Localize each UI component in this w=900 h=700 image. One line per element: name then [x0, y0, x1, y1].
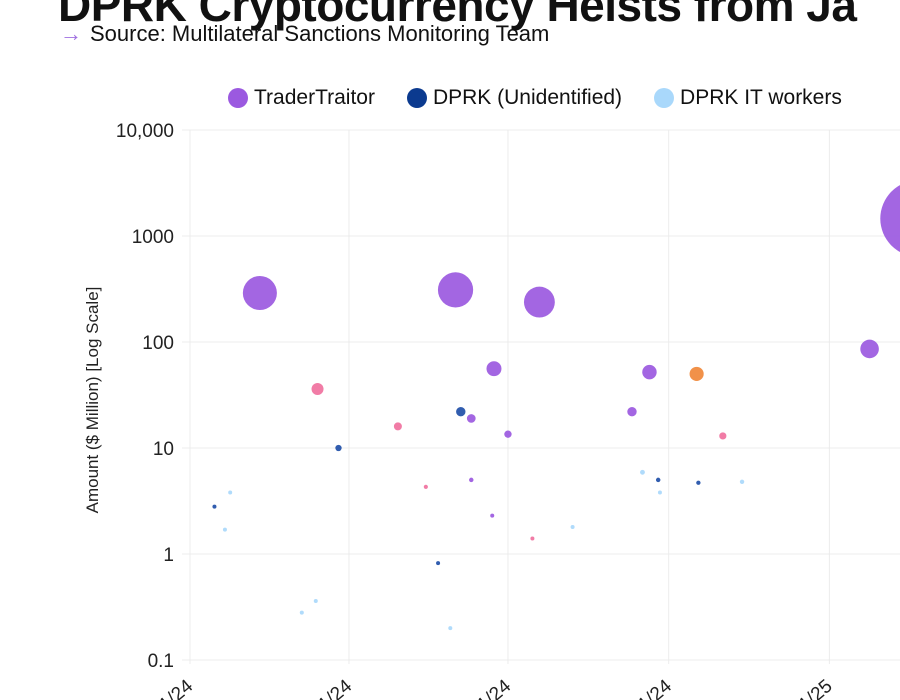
legend-label: TraderTraitor [254, 86, 375, 109]
y-tick-label: 10 [153, 439, 174, 460]
legend-swatch [406, 88, 427, 108]
data-point[interactable] [642, 364, 657, 380]
data-point[interactable] [242, 275, 277, 311]
y-tick-label: 1 [163, 545, 174, 566]
data-point[interactable] [299, 610, 304, 615]
data-point[interactable] [436, 561, 441, 566]
data-point[interactable] [423, 484, 428, 489]
data-point[interactable] [523, 286, 555, 318]
legend-label: DPRK IT workers [680, 86, 842, 109]
data-point[interactable] [719, 432, 727, 440]
data-point[interactable] [222, 527, 227, 532]
data-point[interactable] [627, 407, 637, 417]
y-tick-label: 10,000 [116, 121, 174, 142]
data-point[interactable] [313, 599, 318, 604]
data-point[interactable] [311, 383, 324, 396]
data-point[interactable] [456, 407, 466, 417]
data-point[interactable] [448, 626, 453, 631]
x-tick-label: 1/1/24 [143, 675, 197, 700]
y-axis-label: Amount ($ Million) [Log Scale] [83, 287, 102, 514]
legend-label: DPRK (Unidentified) [432, 86, 623, 109]
data-point[interactable] [490, 513, 495, 518]
y-tick-label: 1000 [132, 227, 174, 248]
legend-item-dprk-unidentified[interactable]: DPRK (Unidentified) [406, 86, 623, 110]
source-line: → Source: Multilateral Sanctions Monitori… [60, 21, 549, 47]
y-axis-ticks: 10,000 1000 100 10 1 0.1 [116, 121, 174, 672]
x-tick-label: 10/1/24 [614, 675, 676, 700]
data-point[interactable] [530, 536, 535, 541]
y-tick-label: 100 [142, 333, 174, 354]
data-point[interactable] [466, 414, 476, 423]
data-point[interactable] [860, 339, 879, 359]
x-tick-label: 1/1/25 [783, 676, 837, 700]
data-point[interactable] [469, 477, 474, 483]
arrow-right-icon: → [60, 21, 82, 46]
data-point[interactable] [335, 444, 342, 452]
legend-item-tradertraitor[interactable]: TraderTraitor [228, 86, 375, 110]
data-point[interactable] [696, 480, 701, 485]
data-point[interactable] [689, 366, 704, 381]
x-tick-label: 4/1/24 [302, 675, 356, 700]
data-point[interactable] [486, 361, 502, 377]
y-tick-label: 0.1 [148, 651, 174, 672]
data-point[interactable] [504, 430, 512, 438]
x-axis-ticks: 1/1/24 4/1/24 7/1/24 10/1/24 1/1/25 [143, 675, 836, 700]
data-point[interactable] [228, 490, 233, 495]
chart-legend: TraderTraitor DPRK (Unidentified) DPRK I… [228, 86, 842, 110]
data-point[interactable] [212, 504, 217, 509]
x-tick-label: 7/1/24 [461, 675, 515, 700]
legend-swatch [654, 88, 675, 108]
data-point[interactable] [655, 477, 661, 483]
data-point[interactable] [437, 272, 474, 308]
data-point[interactable] [640, 469, 645, 475]
data-point[interactable] [393, 422, 402, 431]
grid-lines [182, 129, 900, 664]
legend-item-dprk-it-workers[interactable]: DPRK IT workers [654, 86, 842, 110]
data-point[interactable] [880, 180, 900, 256]
data-point[interactable] [739, 479, 745, 484]
legend-swatch [228, 88, 248, 108]
data-points [212, 180, 900, 631]
data-point[interactable] [657, 490, 662, 495]
source-text: Source: Multilateral Sanctions Monitorin… [90, 21, 550, 46]
data-point[interactable] [570, 524, 575, 529]
chart-title: DPRK Cryptocurrency Heists from Ja [58, 0, 857, 31]
